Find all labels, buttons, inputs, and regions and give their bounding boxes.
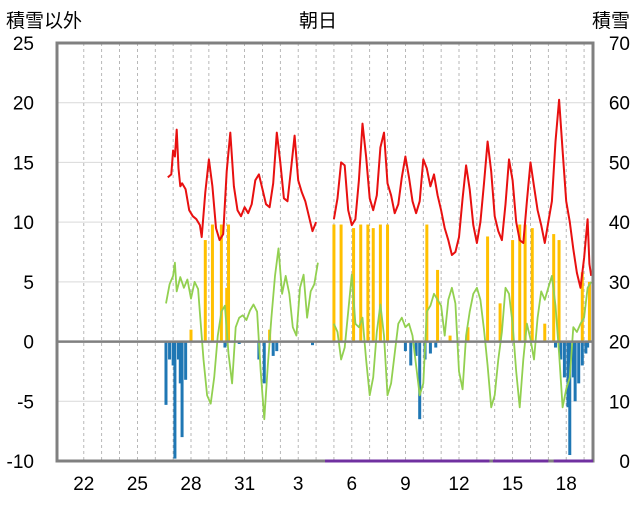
y-right-tick-label: 40 — [609, 213, 630, 234]
precip-bar-negative — [584, 341, 588, 354]
precip-bar-positive — [366, 224, 370, 342]
precip-bar-negative — [562, 341, 566, 378]
precip-bar-positive — [523, 224, 527, 342]
precip-bar-negative — [418, 341, 422, 420]
precip-bar-negative — [176, 341, 180, 360]
x-tick-label: 25 — [127, 474, 148, 495]
precip-bar-negative — [573, 341, 577, 402]
y-left-tick-label: 15 — [13, 153, 34, 174]
precip-bar-positive — [227, 224, 231, 342]
right-axis-label: 積雪 — [592, 10, 630, 32]
precip-bar-negative — [553, 341, 557, 348]
precip-bar-negative — [262, 341, 266, 384]
precip-bar-positive — [557, 240, 561, 342]
y-left-tick-label: -10 — [7, 452, 34, 473]
x-tick-label: 18 — [556, 474, 577, 495]
y-right-tick-label: 0 — [619, 452, 630, 473]
precip-bar-positive — [203, 240, 207, 342]
precip-bar-positive — [219, 224, 223, 342]
y-left-tick-label: 20 — [13, 94, 34, 115]
precip-bar-negative — [566, 341, 570, 408]
y-right-tick-label: 20 — [609, 333, 630, 354]
x-tick-label: 6 — [347, 474, 358, 495]
y-right-tick-label: 70 — [609, 34, 630, 55]
y-left-tick-label: 5 — [23, 273, 34, 294]
y-right-tick-label: 60 — [609, 94, 630, 115]
y-right-tick-label: 10 — [609, 392, 630, 413]
precip-bar-positive — [210, 224, 214, 342]
precip-bar-positive — [466, 327, 470, 342]
y-left-tick-label: -5 — [17, 392, 34, 413]
x-tick-label: 22 — [73, 474, 94, 495]
precip-bar-negative — [434, 341, 438, 348]
precip-bar-positive — [371, 228, 375, 342]
precip-bar-negative — [586, 341, 590, 348]
x-tick-label: 3 — [293, 474, 304, 495]
precip-bar-negative — [571, 341, 575, 378]
precip-bar-negative — [164, 341, 168, 405]
y-left-tick-label: 25 — [13, 34, 34, 55]
precip-bar-negative — [414, 341, 418, 356]
x-tick-label: 31 — [234, 474, 255, 495]
precip-bar-positive — [543, 323, 547, 342]
precip-bar-negative — [409, 341, 413, 366]
precip-bar-positive — [339, 224, 343, 342]
series-line — [332, 98, 593, 289]
precip-bar-positive — [587, 281, 591, 342]
precip-bar-positive — [352, 228, 356, 342]
x-tick-label: 12 — [448, 474, 469, 495]
precip-bar-positive — [486, 236, 490, 342]
y-right-tick-label: 50 — [609, 153, 630, 174]
precip-bar-positive — [378, 224, 382, 342]
y-left-tick-label: 0 — [23, 333, 34, 354]
precip-bar-positive — [511, 240, 515, 342]
precip-bar-positive — [436, 269, 440, 342]
precip-bar-negative — [223, 341, 227, 348]
precip-bar-positive — [189, 329, 193, 342]
precip-bar-positive — [225, 287, 229, 342]
precip-bar-positive — [448, 335, 452, 342]
precip-bar-positive — [530, 228, 534, 342]
precip-bar-negative — [171, 341, 175, 366]
precip-bar-negative — [275, 341, 279, 352]
y-right-tick-label: 30 — [609, 273, 630, 294]
precip-bar-positive — [498, 303, 502, 342]
precip-bar-negative — [577, 341, 581, 384]
series-line — [167, 128, 318, 242]
x-tick-label: 15 — [502, 474, 523, 495]
precip-bar-negative — [178, 341, 182, 384]
precip-bar-negative — [184, 341, 188, 380]
precip-bar-negative — [568, 341, 572, 456]
precip-bar-negative — [403, 341, 407, 352]
left-axis-label: 積雪以外 — [6, 10, 82, 32]
precip-bar-negative — [310, 341, 314, 346]
precip-bar-negative — [559, 341, 563, 360]
precip-bar-positive — [359, 224, 363, 342]
precip-bar-negative — [580, 341, 584, 366]
precip-bar-negative — [271, 341, 275, 356]
precip-bar-positive — [386, 224, 390, 342]
y-left-tick-label: 10 — [13, 213, 34, 234]
series-line — [165, 247, 319, 421]
line-layer — [165, 98, 593, 421]
x-tick-label: 9 — [400, 474, 411, 495]
series-line — [333, 273, 592, 409]
precip-bar-positive — [518, 224, 522, 342]
precip-bar-negative — [173, 341, 177, 459]
precip-bar-positive — [580, 272, 584, 342]
precip-bar-negative — [428, 341, 432, 354]
axis-layer: -10 -5 0 5 10 15 20 25 0 10 20 30 40 50 60 70 22 25 28 31 3 6… — [7, 34, 630, 495]
precip-bar-negative — [168, 341, 172, 360]
precip-bar-positive — [425, 224, 429, 342]
chart-title: 朝日 — [299, 10, 337, 32]
x-tick-label: 28 — [180, 474, 201, 495]
precip-bar-negative — [180, 341, 184, 438]
precip-bar-positive — [332, 224, 336, 342]
